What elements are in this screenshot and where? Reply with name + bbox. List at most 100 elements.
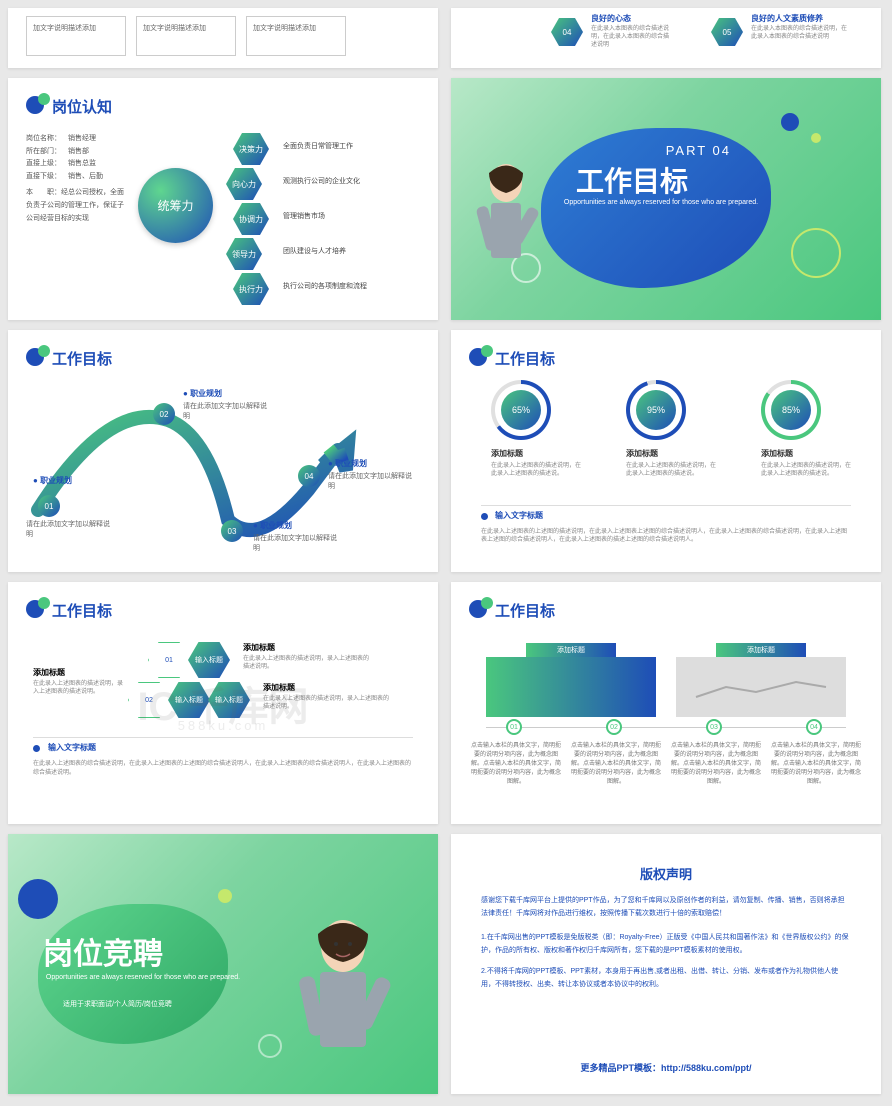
timeline-text: 点击输入本栏的具体文字，简明扼要的说明分项内容，此为概念图解。点击输入本栏的具体… bbox=[471, 742, 561, 787]
item-desc: 在此录入本图表的综合描述说明，在此录入本图表的综合描述说明 bbox=[591, 26, 671, 49]
more-link[interactable]: 更多精品PPT模板：http://588ku.com/ppt/ bbox=[451, 1061, 881, 1074]
center-circle: 统筹力 bbox=[138, 168, 213, 243]
slide-title: 工作目标 bbox=[52, 600, 112, 621]
item-desc: 在此录入本图表的综合描述说明，在此录入本图表的综合描述说明 bbox=[751, 26, 851, 42]
slide-partial-1: 加文字说明描述添加 加文字说明描述添加 加文字说明描述添加 bbox=[8, 8, 438, 68]
hex-text: 在此录入上述图表的描述说明，录入上述图表的描述说明。 bbox=[243, 655, 373, 672]
donut-text: 在此录入上述图表的描述说明，在此录入上述图表的描述说。 bbox=[491, 462, 586, 479]
item-heading: ● 职业规划 bbox=[253, 520, 292, 531]
donut-text: 在此录入上述图表的描述说明，在此录入上述图表的描述说。 bbox=[626, 462, 721, 479]
circle-decoration bbox=[18, 879, 58, 919]
hex-node: 向心力 bbox=[226, 168, 262, 200]
timeline-text: 点击输入本栏的具体文字，简明扼要的说明分项内容，此为概念图解。点击输入本栏的具体… bbox=[671, 742, 761, 787]
hex-badge: 05 bbox=[711, 18, 743, 46]
hex-label: 管理销售市场 bbox=[283, 211, 325, 221]
divider bbox=[481, 505, 851, 506]
slide-goals-donuts: 工作目标 65% 95% 85% 添加标题 在此录入上述图表的描述说明，在此录入… bbox=[451, 330, 881, 572]
slide-title: 工作目标 bbox=[495, 600, 555, 621]
timeline-node: 01 bbox=[506, 719, 522, 735]
donut-text: 在此录入上述图表的描述说明，在此录入上述图表的描述说。 bbox=[761, 462, 856, 479]
watermark-sub: 588ku.com bbox=[178, 718, 269, 733]
slide-title: 工作目标 bbox=[52, 348, 112, 369]
footer-heading: 输入文字标题 bbox=[495, 510, 543, 521]
hex-label: 团队建设与人才培养 bbox=[283, 246, 346, 256]
image-placeholder: 添加标题 bbox=[486, 657, 656, 717]
item-title: 良好的心态 bbox=[591, 13, 631, 24]
copyright-body: 感谢您下载千库网平台上提供的PPT作品，为了您和千库网以及原创作者的利益，请勿复… bbox=[481, 894, 851, 992]
hex-label: 全面负责日常管理工作 bbox=[283, 141, 353, 151]
circle-decoration bbox=[811, 133, 821, 143]
donut-heading: 添加标题 bbox=[761, 448, 793, 459]
hex-label: 输入标题 bbox=[208, 682, 250, 718]
hex-label: 输入标题 bbox=[188, 642, 230, 678]
image-placeholder: 添加标题 bbox=[676, 657, 846, 717]
hex-node: 协调力 bbox=[233, 203, 269, 235]
item-heading: ● 职业规划 bbox=[183, 388, 222, 399]
timeline-node: 02 bbox=[606, 719, 622, 735]
wave-node: 02 bbox=[153, 403, 175, 425]
divider bbox=[33, 737, 413, 738]
slide-goals-hex: 工作目标 01 输入标题 添加标题 在此录入上述图表的描述说明，录入上述图表的描… bbox=[8, 582, 438, 824]
donut-chart: 95% bbox=[626, 380, 686, 440]
slide-copyright: 版权声明 感谢您下载千库网平台上提供的PPT作品，为了您和千库网以及原创作者的利… bbox=[451, 834, 881, 1094]
field-list: 岗位名称：销售经理 所在部门：销售部 直接上级：销售总监 直接下级：销售、后勤 … bbox=[26, 133, 126, 225]
item-text: 请在此添加文字加以解释说明 bbox=[253, 534, 338, 554]
text-box: 加文字说明描述添加 bbox=[136, 16, 236, 56]
text-box: 加文字说明描述添加 bbox=[246, 16, 346, 56]
item-text: 请在此添加文字加以解释说明 bbox=[183, 402, 268, 422]
hex-label: 执行公司的各项制度和流程 bbox=[283, 281, 367, 291]
donut-heading: 添加标题 bbox=[626, 448, 658, 459]
timeline-line bbox=[486, 727, 846, 728]
slide-partial-2: 04 良好的心态 在此录入本图表的综合描述说明，在此录入本图表的综合描述说明 0… bbox=[451, 8, 881, 68]
footer-heading: 输入文字标题 bbox=[48, 742, 96, 753]
item-heading: ● 职业规划 bbox=[328, 458, 367, 469]
slide-goals-wave: 工作目标 01 02 03 04 ● 职业规划 请在此添加文字加以解释说明 ● … bbox=[8, 330, 438, 572]
timeline-node: 04 bbox=[806, 719, 822, 735]
hex-label: 输入标题 bbox=[168, 682, 210, 718]
slide-section-divider: PART 04 工作目标 Opportunities are always re… bbox=[451, 78, 881, 320]
hex-node: 决策力 bbox=[233, 133, 269, 165]
slide-goals-images: 工作目标 添加标题 添加标题 01 02 03 04 点击输入本栏的具体文字，简… bbox=[451, 582, 881, 824]
copyright-title: 版权声明 bbox=[451, 864, 881, 883]
closing-sub2: 适用于求职面试/个人简历/岗位竞聘 bbox=[63, 999, 172, 1010]
closing-title: 岗位竞聘 bbox=[43, 929, 163, 973]
hex-node: 领导力 bbox=[226, 238, 262, 270]
section-subtitle: Opportunities are always reserved for th… bbox=[561, 198, 761, 209]
bullet-icon bbox=[33, 745, 40, 752]
text-box: 加文字说明描述添加 bbox=[26, 16, 126, 56]
hex-label: 观测执行公司的企业文化 bbox=[283, 176, 360, 186]
person-illustration bbox=[461, 158, 551, 298]
image-tab: 添加标题 bbox=[716, 643, 806, 657]
left-heading: 添加标题 bbox=[33, 667, 65, 678]
timeline-text: 点击输入本栏的具体文字，简明扼要的说明分项内容，此为概念图解。点击输入本栏的具体… bbox=[771, 742, 861, 787]
timeline-text: 点击输入本栏的具体文字，简明扼要的说明分项内容，此为概念图解。点击输入本栏的具体… bbox=[571, 742, 661, 787]
timeline-node: 03 bbox=[706, 719, 722, 735]
bullet-icon bbox=[481, 513, 488, 520]
slide-position-cognition: 岗位认知 岗位名称：销售经理 所在部门：销售部 直接上级：销售总监 直接下级：销… bbox=[8, 78, 438, 320]
circle-decoration bbox=[791, 228, 841, 278]
part-label: PART 04 bbox=[581, 143, 731, 158]
hex-number: 01 bbox=[148, 642, 190, 678]
image-tab: 添加标题 bbox=[526, 643, 616, 657]
slide-grid: 加文字说明描述添加 加文字说明描述添加 加文字说明描述添加 04 良好的心态 在… bbox=[8, 8, 884, 1094]
footer-text: 在此录入上述图表的上述图的描述说明，在此录入上述图表上述图的综合描述说明人，在此… bbox=[481, 528, 851, 545]
item-text: 请在此添加文字加以解释说明 bbox=[26, 520, 111, 540]
person-illustration bbox=[278, 914, 408, 1084]
slide-closing: 岗位竞聘 Opportunities are always reserved f… bbox=[8, 834, 438, 1094]
section-title: 工作目标 bbox=[576, 160, 688, 200]
hex-text: 在此录入上述图表的描述说明，录入上述图表的描述说明。 bbox=[263, 695, 393, 712]
circle-decoration bbox=[218, 889, 232, 903]
donut-heading: 添加标题 bbox=[491, 448, 523, 459]
donut-chart: 65% bbox=[491, 380, 551, 440]
slide-title: 岗位认知 bbox=[52, 96, 112, 117]
left-text: 在此录入上述图表的描述说明，录入上述图表的描述说明。 bbox=[33, 680, 123, 697]
hex-heading: 添加标题 bbox=[263, 682, 295, 693]
wave-node: 01 bbox=[38, 495, 60, 517]
slide-title: 工作目标 bbox=[495, 348, 555, 369]
circle-decoration bbox=[781, 113, 799, 131]
item-title: 良好的人文素质修养 bbox=[751, 13, 823, 24]
hex-badge: 04 bbox=[551, 18, 583, 46]
hex-heading: 添加标题 bbox=[243, 642, 275, 653]
donut-chart: 85% bbox=[761, 380, 821, 440]
closing-sub1: Opportunities are always reserved for th… bbox=[43, 972, 243, 983]
